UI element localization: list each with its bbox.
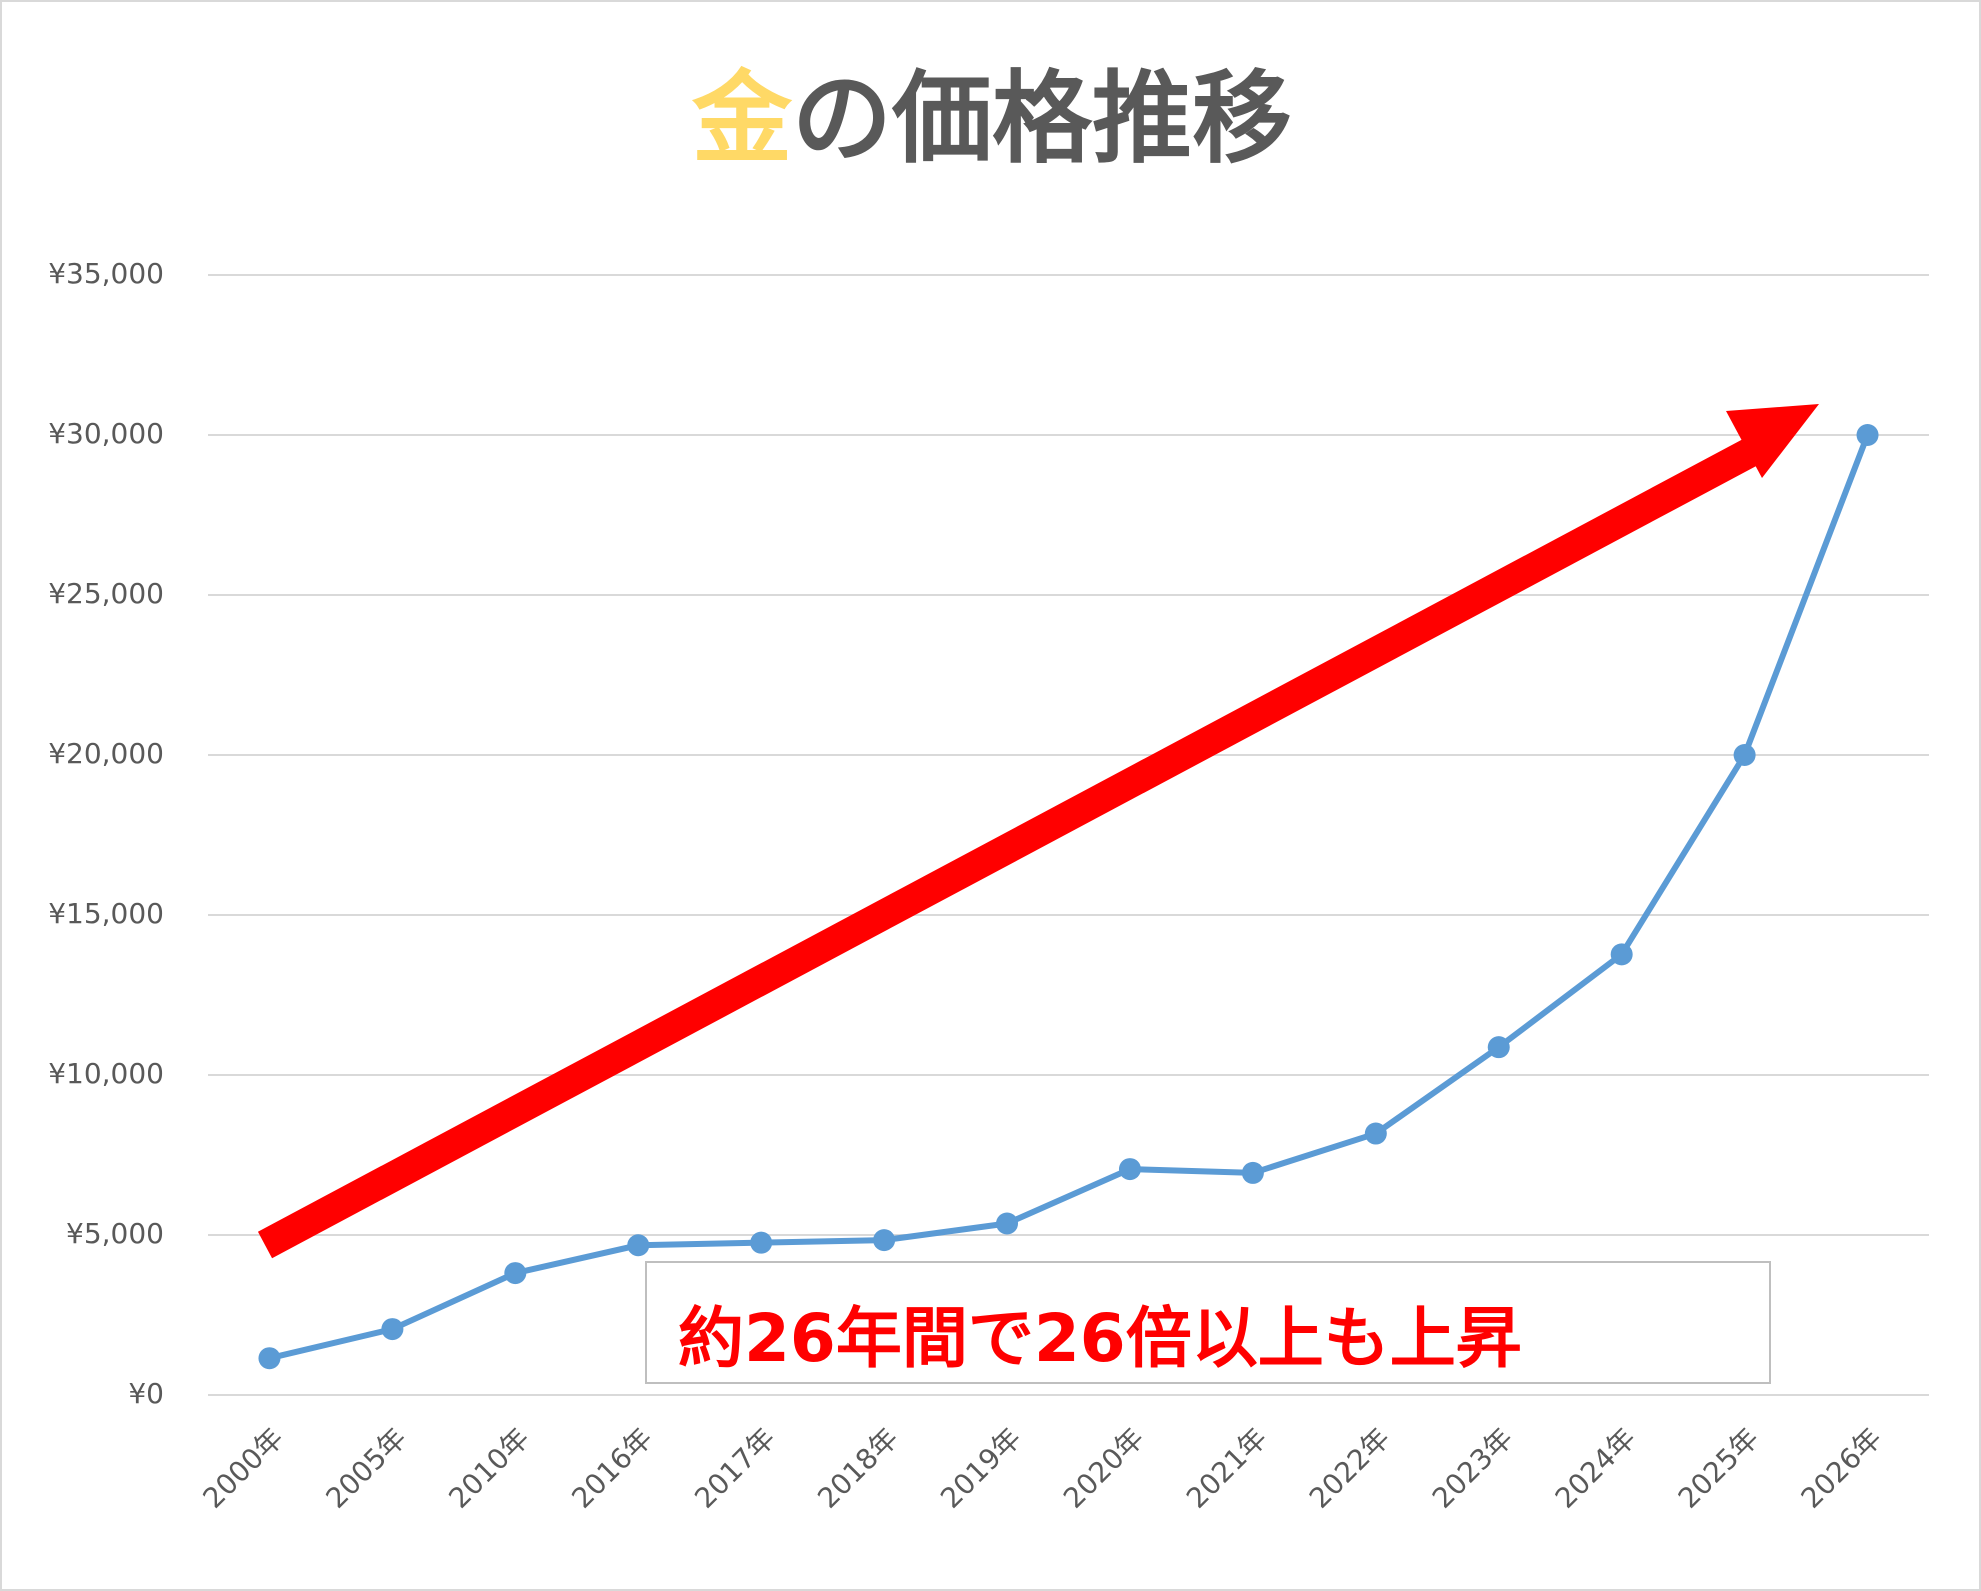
annotation-box [645, 1261, 1771, 1384]
data-point [996, 1212, 1019, 1235]
data-point [1610, 943, 1633, 966]
title-part: の価格推移 [792, 60, 1292, 177]
trend-arrow [257, 404, 1819, 1259]
data-point [1856, 424, 1879, 446]
data-point [1733, 744, 1756, 766]
data-point [1364, 1122, 1387, 1145]
data-line [268, 433, 1871, 1362]
arrow-shaft [257, 433, 1768, 1259]
data-point [750, 1231, 773, 1254]
y-tick-label: ¥0 [128, 1377, 164, 1410]
data-point [504, 1262, 527, 1285]
chart-title: 金の価格推移 [691, 60, 1292, 177]
title-part: 金 [691, 60, 793, 177]
data-point [1118, 1158, 1141, 1181]
y-tick-label: ¥30,000 [48, 417, 164, 450]
data-point [627, 1234, 650, 1257]
data-point [1487, 1036, 1510, 1059]
y-tick-label: ¥25,000 [48, 577, 164, 610]
arrow-head [1726, 404, 1819, 478]
data-point [381, 1318, 404, 1341]
y-tick-label: ¥5,000 [66, 1217, 164, 1250]
data-point [258, 1347, 281, 1370]
y-tick-label: ¥20,000 [48, 737, 164, 770]
y-tick-label: ¥35,000 [48, 257, 164, 290]
data-point [873, 1229, 896, 1252]
y-tick-label: ¥15,000 [48, 897, 164, 930]
data-point [1241, 1161, 1264, 1184]
annotation: 約26年間で26倍以上も上昇 [678, 1300, 1522, 1377]
y-tick-label: ¥10,000 [48, 1057, 164, 1090]
